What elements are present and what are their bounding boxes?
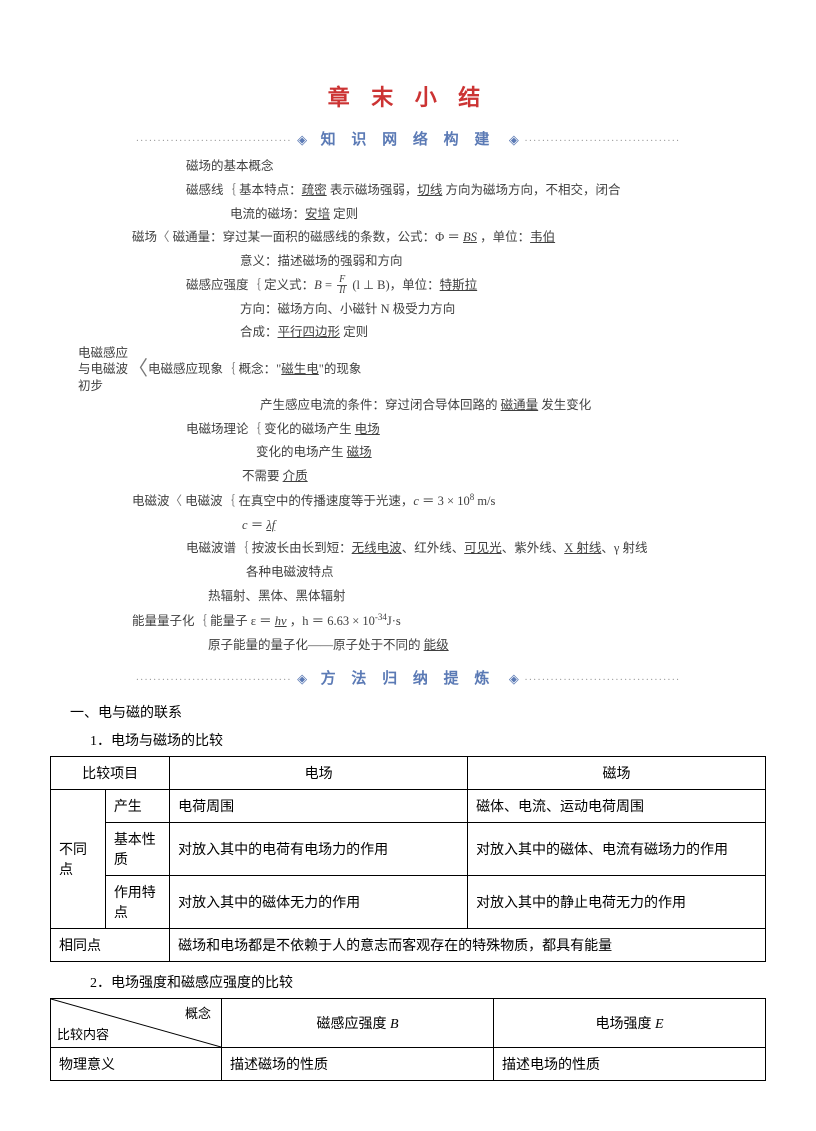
cell: 对放入其中的电荷有电场力的作用 [170, 823, 468, 876]
page-title: 章 末 小 结 [50, 80, 766, 112]
cell: 磁体、电流、运动电荷周围 [468, 790, 766, 823]
tree-line: 产生感应电流的条件：穿过闭合导体回路的 磁通量 发生变化 [78, 394, 766, 418]
cell-same: 相同点 [51, 929, 170, 962]
tree-line: 变化的电场产生 磁场 [78, 441, 766, 465]
tree-line: 电磁波谱｛ 按波长由长到短：无线电波、红外线、可见光、紫外线、X 射线、γ 射线 [78, 537, 766, 561]
th-diagonal: 概念 比较内容 [51, 999, 222, 1048]
tree-line: c ＝ λf [78, 514, 766, 538]
tree-root: 电磁感应 与电磁波 初步 〈 电磁感应现象｛ 概念："磁生电"的现象 [78, 345, 766, 394]
table1-heading: 1．电场与磁场的比较 [90, 730, 766, 750]
cell: 对放入其中的磁体无力的作用 [170, 876, 468, 929]
tree-line: 磁场〈 磁通量：穿过某一面积的磁感线的条数，公式：Φ ＝ BS ，单位：韦伯 [78, 226, 766, 250]
cell: 物理意义 [51, 1048, 222, 1081]
banner-knowledge-network: ···································· ◈ 知… [50, 128, 766, 149]
tree-line: 能量量子化｛ 能量子 ε ＝ hν ，h ＝ 6.63 × 10-34J·s [78, 609, 766, 634]
cell: 产生 [105, 790, 169, 823]
diag-top-label: 概念 [185, 1003, 211, 1022]
cell: 对放入其中的磁体、电流有磁场力的作用 [468, 823, 766, 876]
cell: 作用特点 [105, 876, 169, 929]
banner2-label: 方 法 归 纳 提 炼 [313, 667, 504, 688]
table-row: 物理意义 描述磁场的性质 描述电场的性质 [51, 1048, 766, 1081]
table-row: 不同点 产生 电荷周围 磁体、电流、运动电荷周围 [51, 790, 766, 823]
tree-line: 电磁场理论｛ 变化的磁场产生 电场 [78, 418, 766, 442]
tree-line: 电流的磁场：安培 定则 [78, 203, 766, 227]
th-b: 磁感应强度 B [222, 999, 494, 1048]
th-e: 电场强度 E [494, 999, 766, 1048]
table-row: 比较项目 电场 磁场 [51, 757, 766, 790]
tree-line: 不需要 介质 [78, 465, 766, 489]
diag-bot-label: 比较内容 [57, 1024, 109, 1043]
th-compare: 比较项目 [51, 757, 170, 790]
tree-line: 热辐射、黑体、黑体辐射 [78, 585, 766, 609]
cell: 描述电场的性质 [494, 1048, 766, 1081]
cell: 电荷周围 [170, 790, 468, 823]
table2-heading: 2．电场强度和磁感应强度的比较 [90, 972, 766, 992]
th-mfield: 磁场 [468, 757, 766, 790]
tree-line: 方向：磁场方向、小磁针 N 极受力方向 [78, 298, 766, 322]
table-row: 概念 比较内容 磁感应强度 B 电场强度 E [51, 999, 766, 1048]
table-field-comparison: 比较项目 电场 磁场 不同点 产生 电荷周围 磁体、电流、运动电荷周围 基本性质… [50, 756, 766, 962]
cell-diff: 不同点 [51, 790, 106, 929]
cell: 磁场和电场都是不依赖于人的意志而客观存在的特殊物质，都具有能量 [170, 929, 766, 962]
table-row: 相同点 磁场和电场都是不依赖于人的意志而客观存在的特殊物质，都具有能量 [51, 929, 766, 962]
table-row: 基本性质 对放入其中的电荷有电场力的作用 对放入其中的磁体、电流有磁场力的作用 [51, 823, 766, 876]
cell: 基本性质 [105, 823, 169, 876]
section-a-heading: 一、电与磁的联系 [70, 702, 766, 722]
tree-line: 磁感应强度｛ 定义式：B = FIl (l ⊥ B)，单位：特斯拉 [78, 274, 766, 298]
banner1-label: 知 识 网 络 构 建 [313, 128, 504, 149]
tree-line: 各种电磁波特点 [78, 561, 766, 585]
cell: 对放入其中的静止电荷无力的作用 [468, 876, 766, 929]
tree-line: 电磁波〈 电磁波｛ 在真空中的传播速度等于光速，c ＝ 3 × 108 m/s [78, 489, 766, 514]
tree-line: 磁感线｛ 基本特点：疏密 表示磁场强弱，切线 方向为磁场方向，不相交，闭合 [78, 179, 766, 203]
banner-methods: ···································· ◈ 方… [50, 667, 766, 688]
tree-line: 磁场的基本概念 [78, 155, 766, 179]
th-efield: 电场 [170, 757, 468, 790]
tree-line: 意义：描述磁场的强弱和方向 [78, 250, 766, 274]
cell: 描述磁场的性质 [222, 1048, 494, 1081]
table-row: 作用特点 对放入其中的磁体无力的作用 对放入其中的静止电荷无力的作用 [51, 876, 766, 929]
tree-line: 原子能量的量子化——原子处于不同的 能级 [78, 634, 766, 658]
table-intensity-comparison: 概念 比较内容 磁感应强度 B 电场强度 E 物理意义 描述磁场的性质 描述电场… [50, 998, 766, 1081]
concept-tree: 磁场的基本概念 磁感线｛ 基本特点：疏密 表示磁场强弱，切线 方向为磁场方向，不… [50, 155, 766, 657]
tree-line: 合成：平行四边形 定则 [78, 321, 766, 345]
